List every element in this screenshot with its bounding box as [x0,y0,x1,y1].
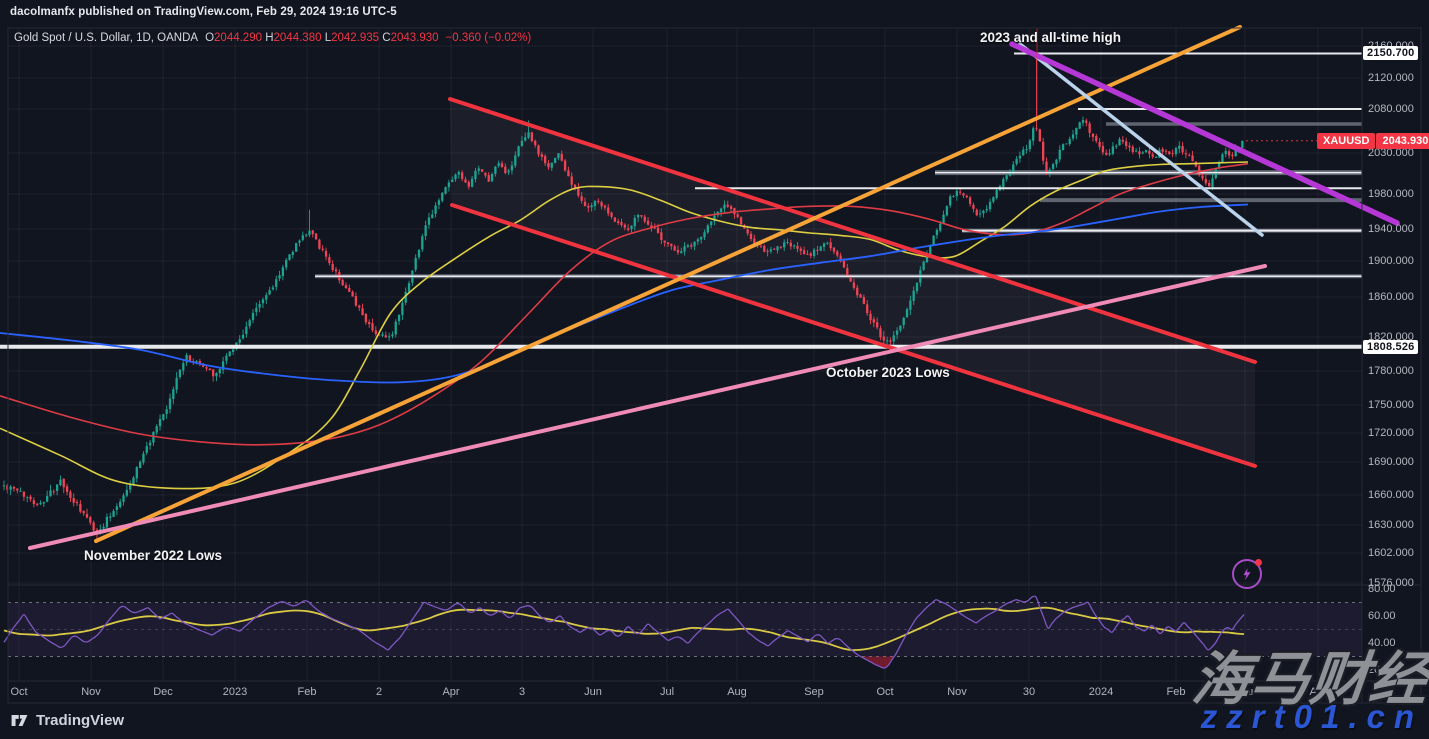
time-tick-label: 30 [1022,686,1036,698]
change-value: −0.360 (−0.02%) [445,32,532,44]
symbol-title: Gold Spot / U.S. Dollar, 1D, OANDA [14,32,199,44]
chart-annotation: October 2023 Lows [826,365,950,380]
price-tick-label: 2030.000 [1368,147,1414,159]
chart-annotation: November 2022 Lows [84,548,223,563]
rsi-oversold-fill [862,656,894,669]
time-tick-label: Jun [584,686,602,698]
rsi-tick-label: 60.00 [1368,610,1396,622]
price-tick-label: 1750.000 [1368,399,1414,411]
badge-symbol: XAUUSD [1317,132,1376,149]
price-tick-label: 1900.000 [1368,255,1414,267]
chart-annotation: 2023 and all-time high [980,30,1122,45]
ascending-trendline-pink [28,264,1267,550]
time-tick-label: Dec [153,686,173,698]
tradingview-brand-text: TradingView [36,712,125,729]
time-tick-label: Nov [947,686,967,698]
time-tick-label: Feb [1166,686,1186,698]
sma-slow-blue [0,203,1249,384]
rsi-tick-label: 40.00 [1368,637,1396,649]
rsi-band-fill [8,602,1362,657]
rsi-ma-line [3,606,1245,652]
time-tick-label: 2023 [222,686,248,698]
sma-fast-yellow [0,161,1249,490]
price-tick-label: 1576.000 [1368,577,1414,589]
rsi-line [3,595,1245,669]
lightning-button[interactable] [1232,559,1262,589]
publish-byline: dacolmanfx published on TradingView.com,… [10,6,397,18]
tradingview-logo-icon [11,714,28,727]
price-tick-label: 1780.000 [1368,365,1414,377]
price-level-label: 2150.700 [1363,46,1419,61]
price-tick-label: 1602.000 [1368,547,1414,559]
price-tick-label: 1980.000 [1368,188,1414,200]
ohlc-key: H [265,32,274,44]
descending-trendline-lightblue [1018,42,1264,237]
ohlc-value: 2044.290 [214,32,266,44]
lightning-icon [1243,568,1251,580]
time-tick-label: Nov [81,686,101,698]
ohlc-key: O [205,32,215,44]
symbol-legend: Gold Spot / U.S. Dollar, 1D, OANDA O2044… [14,32,531,44]
sma-mid-red [0,162,1249,446]
ohlc-values: O2044.290 H2044.380 L2042.935 C2043.930 [205,32,438,44]
rsi-tick-label: 20.00 [1368,664,1396,676]
candlestick-series [2,56,1244,539]
channel-top-line [448,97,1257,364]
tradingview-logo[interactable]: TradingView [10,711,124,730]
descending-channel-fill [450,99,1255,466]
channel-bottom-line [450,203,1257,468]
time-tick-label: Aug [727,686,747,698]
badge-price: 2043.930 [1376,132,1429,149]
time-tick-label: Feb [297,686,317,698]
ohlc-key: L [324,32,332,44]
time-tick-label: Oct [10,686,28,698]
price-tick-label: 2120.000 [1368,72,1414,84]
price-level-label: 1808.526 [1363,339,1419,354]
price-tick-label: 2080.000 [1368,103,1414,115]
current-price-badge: XAUUSD 2043.930 [1317,132,1429,149]
ohlc-value: 2044.380 [273,32,325,44]
notification-dot [1255,559,1262,566]
price-tick-label: 1860.000 [1368,291,1414,303]
time-tick-label: Apr [442,686,460,698]
time-tick-label: Sep [804,686,824,698]
ohlc-value: 2043.930 [390,32,439,44]
rsi-tick-label: 80.00 [1368,583,1396,595]
price-tick-label: 1690.000 [1368,456,1414,468]
watermark-url: zzrt01.cn [1200,698,1423,735]
time-tick-label: 2 [375,686,383,698]
time-tick-label: Mar [1235,686,1255,698]
time-tick-label: 3 [518,686,526,698]
time-tick-label: Jul [659,686,675,698]
ohlc-value: 2042.935 [331,32,383,44]
price-tick-label: 1660.000 [1368,489,1414,501]
time-tick-label: Apr [1309,686,1327,698]
price-tick-label: 1630.000 [1368,519,1414,531]
price-tick-label: 1940.000 [1368,223,1414,235]
time-tick-label: Oct [876,686,894,698]
chart-frame [7,27,1422,704]
price-tick-label: 1720.000 [1368,427,1414,439]
ascending-trendline-orange [94,25,1242,543]
ohlc-key: C [382,32,391,44]
time-tick-label: 2024 [1088,686,1114,698]
